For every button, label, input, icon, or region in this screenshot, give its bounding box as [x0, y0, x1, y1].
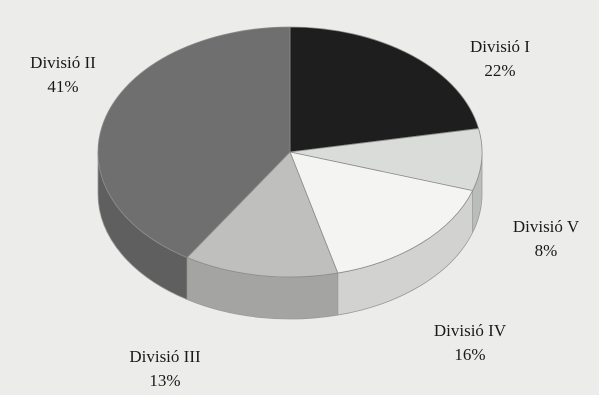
slice-4 [186, 151, 339, 278]
slice-label: Divisió IV [434, 321, 507, 340]
slice-value-label: 13% [149, 371, 180, 390]
slice-2 [289, 128, 483, 192]
pie-sides [97, 151, 483, 320]
slice-label: Divisió V [513, 217, 580, 236]
pie-tops [97, 26, 483, 278]
pie-labels: Divisió I 22% Divisió V 8% Divisió IV 16% Divi… [30, 37, 580, 390]
slice-value-label: 16% [454, 345, 485, 364]
slice-5 [97, 26, 291, 259]
slice-label: Divisió I [470, 37, 530, 56]
slice-label: Divisió III [129, 347, 201, 366]
slice-3 [289, 151, 474, 274]
slice-1 [289, 26, 480, 153]
slice-label: Divisió II [30, 53, 96, 72]
slice-value-label: 22% [484, 61, 515, 80]
slice-value-label: 8% [535, 241, 558, 260]
slice-value-label: 41% [47, 77, 78, 96]
